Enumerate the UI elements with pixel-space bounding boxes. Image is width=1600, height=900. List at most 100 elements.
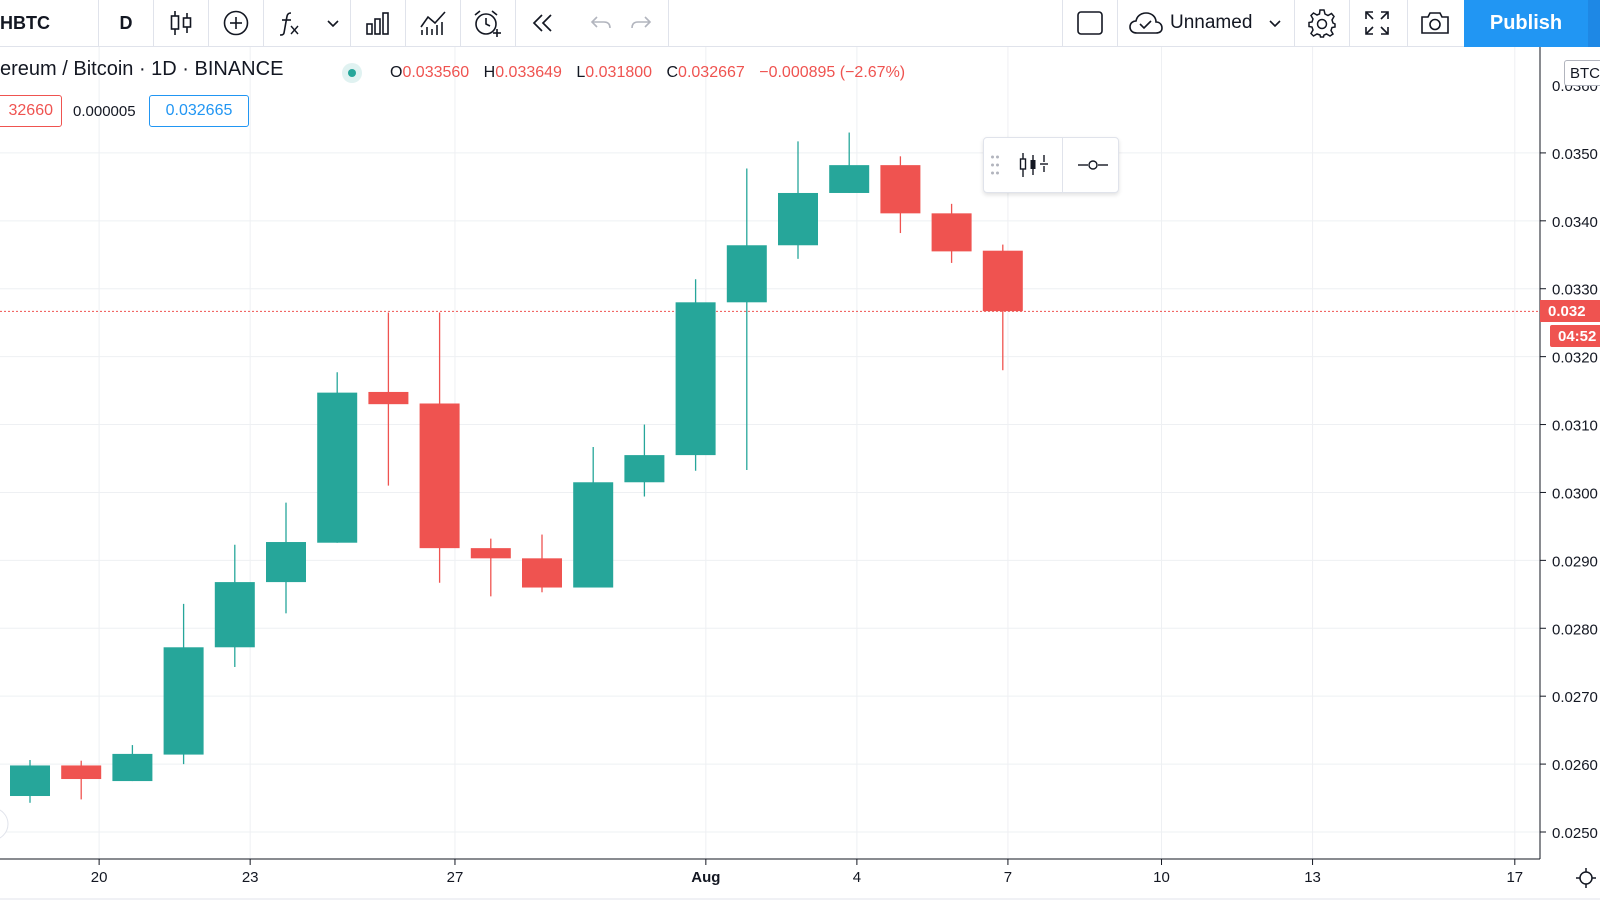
price-tick-label: 0.0310 bbox=[1552, 418, 1598, 435]
snapshot-button[interactable] bbox=[1408, 0, 1462, 46]
symbol-search[interactable]: HBTC bbox=[0, 0, 98, 46]
compare-button[interactable] bbox=[209, 0, 263, 46]
indicators-dropdown[interactable] bbox=[318, 0, 348, 46]
sell-button[interactable]: 32660 bbox=[0, 95, 62, 127]
price-scale[interactable]: 0.03600.03500.03400.03300.03200.03100.03… bbox=[1540, 78, 1598, 842]
publish-dropdown[interactable] bbox=[1588, 0, 1600, 47]
candle-body bbox=[266, 542, 306, 583]
line-tool-icon[interactable] bbox=[1076, 156, 1110, 174]
candle-body bbox=[317, 392, 358, 543]
price-tick-label: 0.0280 bbox=[1552, 621, 1598, 638]
templates-button[interactable] bbox=[406, 0, 460, 46]
price-tick-label: 0.0250 bbox=[1552, 825, 1598, 842]
rewind-icon bbox=[532, 14, 552, 32]
chevron-down-icon bbox=[327, 20, 339, 28]
candle-body bbox=[522, 558, 562, 588]
series-title-text: ereum / Bitcoin · 1D · BINANCE bbox=[0, 58, 284, 80]
candle-body bbox=[368, 391, 409, 405]
last-price-badge: 0.032 bbox=[1540, 300, 1600, 323]
candle-body bbox=[419, 403, 460, 549]
financials-button[interactable] bbox=[351, 0, 405, 46]
camera-icon bbox=[1421, 12, 1449, 34]
interval-label: D bbox=[119, 12, 133, 33]
expand-icon bbox=[1365, 11, 1389, 35]
candle-series bbox=[10, 132, 1023, 803]
time-tick-label: 17 bbox=[1506, 869, 1523, 886]
time-tick-label: 20 bbox=[91, 869, 108, 886]
time-tick-label: 10 bbox=[1153, 869, 1170, 886]
candle-body bbox=[470, 548, 511, 559]
low-value: 0.031800 bbox=[585, 64, 653, 81]
square-icon bbox=[1077, 11, 1103, 35]
candle-body bbox=[214, 582, 255, 648]
open-value: 0.033560 bbox=[402, 64, 470, 81]
redo-icon bbox=[631, 16, 652, 29]
time-tick-label: 27 bbox=[447, 869, 464, 886]
settings-button[interactable] bbox=[1295, 0, 1349, 46]
vertical-grid bbox=[98, 47, 1516, 859]
ask-price: 0.032665 bbox=[165, 102, 233, 119]
candle-body bbox=[112, 753, 153, 782]
close-label: C bbox=[666, 64, 679, 81]
last-price-label: 0.032 bbox=[1548, 302, 1586, 320]
fullscreen-select-button[interactable] bbox=[1063, 0, 1117, 46]
chart-style-button[interactable] bbox=[154, 0, 208, 46]
time-tick-label: 23 bbox=[242, 869, 259, 886]
price-scale-symbol[interactable]: BTC bbox=[1564, 60, 1600, 86]
buy-button[interactable]: 0.032665 bbox=[149, 95, 249, 127]
countdown-label: 04:52 bbox=[1558, 327, 1597, 345]
time-tick-label: 7 bbox=[1004, 869, 1012, 886]
price-tick-label: 0.0350 bbox=[1552, 146, 1598, 163]
candle-body bbox=[829, 165, 870, 193]
undo-button[interactable] bbox=[582, 0, 620, 46]
price-tick-label: 0.0260 bbox=[1552, 757, 1598, 774]
bid-price: 32660 bbox=[8, 102, 54, 119]
top-toolbar: HBTC D bbox=[0, 0, 1600, 47]
fullscreen-button[interactable] bbox=[1350, 0, 1404, 46]
close-value: 0.032667 bbox=[678, 64, 745, 81]
scale-symbol-label: BTC bbox=[1570, 64, 1600, 82]
ohlc-values: O0.033560 H0.033649 L0.031800 C0.032667 … bbox=[390, 64, 915, 82]
function-icon bbox=[279, 12, 299, 36]
price-tick-label: 0.0300 bbox=[1552, 485, 1598, 502]
layout-menu[interactable]: Unnamed bbox=[1118, 0, 1294, 46]
interval-button[interactable]: D bbox=[99, 0, 153, 46]
horizontal-grid bbox=[0, 152, 1540, 833]
scroll-handle-icon[interactable] bbox=[0, 808, 9, 840]
publish-button[interactable]: Publish bbox=[1464, 0, 1588, 47]
candles-icon bbox=[170, 11, 192, 35]
symbol-label: HBTC bbox=[0, 12, 50, 33]
price-tick-label: 0.0330 bbox=[1552, 282, 1598, 299]
redo-button[interactable] bbox=[622, 0, 660, 46]
alert-button[interactable] bbox=[461, 0, 515, 46]
candle-body bbox=[61, 765, 102, 780]
open-label: O bbox=[390, 64, 403, 81]
time-tick-label: 4 bbox=[853, 869, 861, 886]
high-label: H bbox=[483, 64, 496, 81]
spread-value: 0.000005 bbox=[73, 103, 136, 120]
market-status-icon[interactable] bbox=[342, 63, 362, 83]
publish-label: Publish bbox=[1489, 12, 1563, 34]
time-tick-label: Aug bbox=[691, 869, 720, 886]
time-scale[interactable]: 20 23 27 Aug 4 7 10 13 17 bbox=[91, 859, 1523, 886]
floating-toolbar bbox=[983, 137, 1119, 193]
candle-body bbox=[778, 192, 818, 246]
candle-body bbox=[880, 165, 921, 214]
time-scale-settings-icon[interactable] bbox=[1576, 868, 1596, 888]
price-chart[interactable]: 0.03600.03500.03400.03300.03200.03100.03… bbox=[0, 47, 1600, 900]
candle-body bbox=[624, 455, 665, 483]
bar-countdown-badge: 04:52 bbox=[1550, 325, 1600, 348]
drag-handle-icon[interactable] bbox=[990, 154, 1000, 176]
trading-panel-icon[interactable] bbox=[1018, 150, 1050, 180]
undo-icon bbox=[590, 16, 611, 29]
indicators-button[interactable] bbox=[264, 0, 314, 46]
series-title[interactable]: ereum / Bitcoin · 1D · BINANCE bbox=[0, 58, 283, 81]
candle-body bbox=[982, 250, 1023, 312]
candle-body bbox=[163, 647, 204, 755]
price-tick-label: 0.0320 bbox=[1552, 350, 1598, 367]
replay-button[interactable] bbox=[516, 0, 570, 46]
plus-circle-icon bbox=[223, 10, 249, 36]
chevron-down-icon bbox=[1269, 20, 1281, 28]
price-tick-label: 0.0340 bbox=[1552, 214, 1598, 231]
layout-name: Unnamed bbox=[1170, 12, 1253, 33]
